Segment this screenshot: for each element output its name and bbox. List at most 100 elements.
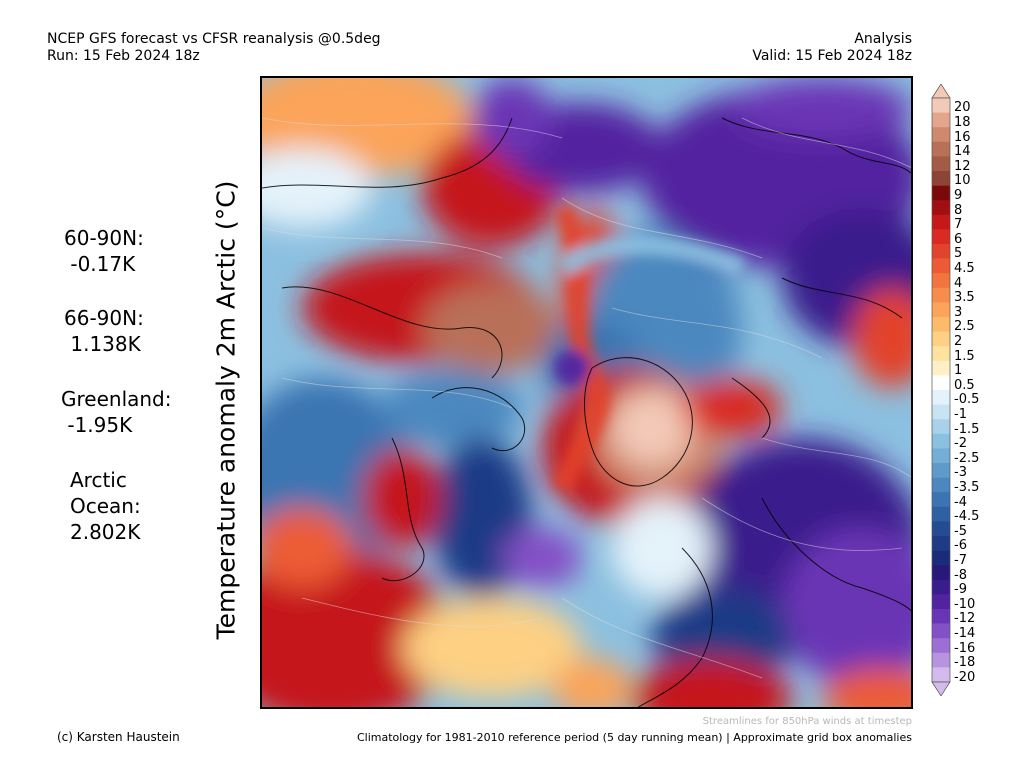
- colorbar-tick-label: 3: [954, 304, 963, 320]
- colorbar-swatch: [932, 579, 950, 595]
- colorbar-tick-label: -2: [954, 436, 967, 452]
- colorbar-tick-label: -5: [954, 523, 967, 539]
- colorbar-swatch: [932, 550, 950, 566]
- stat-label: 66-90N:: [64, 306, 144, 330]
- arctic-anomaly-map: [260, 76, 913, 709]
- colorbar-swatch: [932, 98, 950, 113]
- colorbar-max-arrow: [931, 84, 951, 99]
- colorbar-swatch: [932, 536, 950, 551]
- stat-value: -0.17K: [70, 252, 136, 276]
- header-right: Analysis Valid: 15 Feb 2024 18z: [752, 31, 912, 65]
- colorbar-tick-label: -20: [954, 669, 976, 685]
- colorbar-tick-label: -2.5: [954, 450, 980, 466]
- colorbar-tick-label: -6: [954, 538, 967, 554]
- colorbar-tick-label: -18: [954, 655, 976, 671]
- streamlines: [262, 117, 911, 679]
- anomaly-detail: [551, 202, 746, 493]
- colorbar-tick-label: 12: [954, 158, 971, 174]
- colorbar-swatch: [932, 287, 950, 303]
- colorbar-tick-label: -7: [954, 552, 967, 568]
- colorbar-tick-label: 10: [954, 173, 971, 189]
- colorbar-swatch: [932, 360, 950, 376]
- colorbar-swatch: [932, 521, 950, 537]
- colorbar-tick-label: 4: [954, 275, 963, 291]
- colorbar-tick-label: -12: [954, 611, 976, 627]
- colorbar-swatch: [932, 652, 950, 668]
- colorbar-swatch: [932, 244, 950, 259]
- colorbar-tick-label: -1.5: [954, 421, 980, 437]
- stat-value: 2.802K: [70, 520, 141, 544]
- colorbar-swatch: [932, 171, 950, 186]
- colorbar-tick-label: 4.5: [954, 260, 975, 276]
- colorbar-tick-label: 7: [954, 217, 963, 233]
- colorbar-swatch: [932, 623, 950, 639]
- colorbar-swatch: [932, 433, 950, 449]
- colorbar-tick-label: 1: [954, 363, 963, 379]
- colorbar-tick-label: -4: [954, 494, 967, 510]
- colorbar-swatch: [932, 273, 950, 289]
- colorbar: [931, 84, 951, 696]
- colorbar-tick-label: -8: [954, 567, 967, 583]
- colorbar-swatch: [932, 156, 950, 172]
- colorbar-swatch: [932, 229, 950, 245]
- colorbar-swatch: [932, 258, 950, 274]
- valid-time: Valid: 15 Feb 2024 18z: [752, 48, 912, 64]
- colorbar-swatch: [932, 375, 950, 391]
- colorbar-tick-label: -16: [954, 640, 976, 656]
- stat-label: Greenland:: [61, 387, 172, 411]
- colorbar-tick-label: 1.5: [954, 348, 975, 364]
- coastlines: [262, 117, 911, 707]
- y-axis-label: Temperature anomaly 2m Arctic (°C): [211, 180, 241, 640]
- colorbar-swatch: [932, 609, 950, 624]
- credit: (c) Karsten Haustein: [57, 730, 180, 744]
- colorbar-tick-label: -3.5: [954, 479, 980, 495]
- stat-greenland: Greenland: -1.95K: [61, 386, 172, 438]
- colorbar-tick-label: 2: [954, 333, 963, 349]
- colorbar-swatch: [932, 346, 950, 362]
- colorbar-tick-label: 2.5: [954, 319, 975, 335]
- stat-60-90n: 60-90N: -0.17K: [64, 225, 144, 277]
- colorbar-swatch: [932, 594, 950, 610]
- colorbar-tick-label: -10: [954, 596, 976, 612]
- colorbar-swatch: [932, 127, 950, 143]
- colorbar-tick-label: -4.5: [954, 509, 980, 525]
- colorbar-swatch: [932, 141, 950, 157]
- header-left: NCEP GFS forecast vs CFSR reanalysis @0.…: [47, 31, 381, 65]
- streamline-note: Streamlines for 850hPa winds at timestep: [702, 716, 912, 727]
- map-svg: [262, 78, 911, 707]
- colorbar-tick-label: 0.5: [954, 377, 975, 393]
- colorbar-tick-label: -1: [954, 406, 967, 422]
- colorbar-tick-label: -9: [954, 582, 967, 598]
- stat-label: 60-90N:: [64, 226, 144, 250]
- colorbar-tick-label: -0.5: [954, 392, 980, 408]
- colorbar-tick-label: -3: [954, 465, 967, 481]
- analysis-label: Analysis: [854, 31, 912, 47]
- colorbar-swatch: [932, 112, 950, 128]
- colorbar-tick-label: 9: [954, 187, 963, 203]
- colorbar-swatch: [932, 419, 950, 435]
- colorbar-swatch: [932, 667, 950, 683]
- colorbar-swatch: [932, 317, 950, 332]
- colorbar-tick-label: 8: [954, 202, 963, 218]
- colorbar-min-arrow: [931, 681, 951, 696]
- colorbar-swatch: [932, 200, 950, 216]
- run-time: Run: 15 Feb 2024 18z: [47, 48, 200, 64]
- colorbar-swatch: [932, 185, 950, 201]
- colorbar-swatch: [932, 463, 950, 478]
- map-title: NCEP GFS forecast vs CFSR reanalysis @0.…: [47, 31, 381, 47]
- colorbar-swatch: [932, 638, 950, 654]
- colorbar-swatch: [932, 302, 950, 318]
- colorbar-tick-label: 5: [954, 246, 963, 262]
- stat-label: Arctic Ocean:: [70, 468, 141, 518]
- colorbar-swatch: [932, 448, 950, 464]
- colorbar-swatch: [932, 565, 950, 581]
- colorbar-swatch: [932, 404, 950, 420]
- colorbar-swatch: [932, 506, 950, 522]
- colorbar-tick-label: 20: [954, 100, 971, 116]
- colorbar-tick-label: 6: [954, 231, 963, 247]
- climatology-note: Climatology for 1981-2010 reference peri…: [356, 731, 912, 744]
- stat-value: -1.95K: [67, 413, 133, 437]
- colorbar-swatch: [932, 492, 950, 508]
- stat-value: 1.138K: [70, 332, 141, 356]
- colorbar-tick-label: -14: [954, 625, 976, 641]
